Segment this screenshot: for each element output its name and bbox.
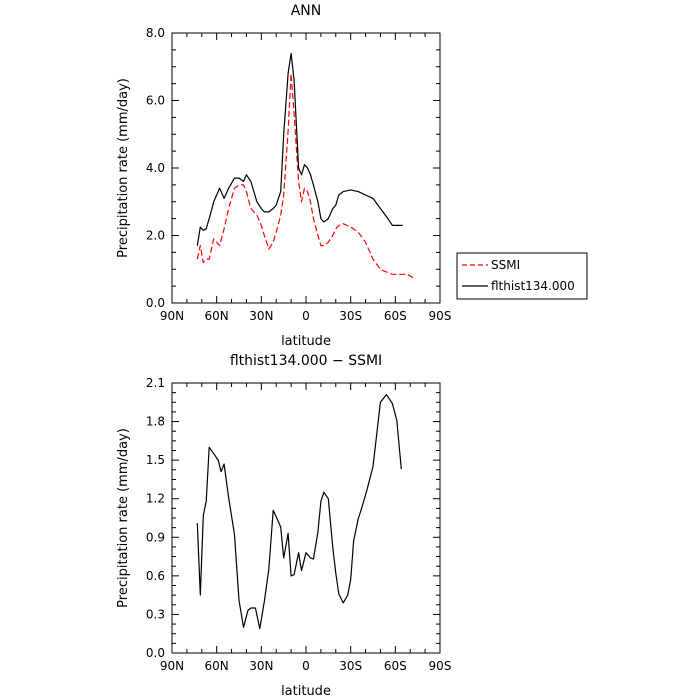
y-tick-label: 8.0 [146, 26, 165, 40]
x-tick-label: 30N [249, 659, 273, 673]
x-tick-label: 0 [302, 659, 310, 673]
y-tick-label: 0.9 [146, 530, 165, 544]
x-tick-label: 30S [339, 659, 362, 673]
x-tick-label: 90N [160, 659, 184, 673]
panel-1-x-axis-label: latitude [281, 334, 331, 349]
x-tick-label: 60S [384, 309, 407, 323]
y-tick-label: 1.5 [146, 453, 165, 467]
x-tick-label: 90S [429, 659, 452, 673]
legend-box [456, 252, 588, 300]
panel-2-y-axis-label: Precipitation rate (mm/day) [116, 428, 131, 608]
legend: SSMI flthist134.000 [456, 252, 588, 300]
panel-1-y-axis-label: Precipitation rate (mm/day) [116, 78, 131, 258]
panel-1-tick-labels: 90N 60N 30N 0 30S 60S 90S 0.0 2.0 4.0 6.0 8.0 [146, 26, 452, 323]
x-tick-label: 30N [249, 309, 273, 323]
series-line-difference [196, 394, 402, 630]
x-tick-label: 30S [339, 309, 362, 323]
panel-1-gridlines [171, 32, 441, 304]
x-tick-label: 60N [205, 659, 229, 673]
panel-2-tick-labels: 90N 60N 30N 0 30S 60S 90S 0.0 0.3 0.6 0.9 1.2 1.5 1.8… [146, 376, 452, 673]
x-tick-label: 90N [160, 309, 184, 323]
panel-2-gridlines [171, 382, 441, 654]
y-tick-label: 1.8 [146, 415, 165, 429]
series-line-ssmi [196, 72, 414, 279]
y-tick-label: 0.0 [146, 646, 165, 660]
y-tick-label: 1.2 [146, 492, 165, 506]
panel-2-x-axis-label: latitude [281, 684, 331, 699]
panel-2-series-layer [196, 394, 402, 630]
y-tick-label: 4.0 [146, 161, 165, 175]
x-tick-label: 90S [429, 309, 452, 323]
panel-2-title: flthist134.000 − SSMI [230, 353, 382, 369]
x-tick-label: 0 [302, 309, 310, 323]
panel-2-plot-frame [171, 382, 441, 654]
x-tick-label: 60N [205, 309, 229, 323]
y-tick-label: 0.6 [146, 569, 165, 583]
x-tick-label: 60S [384, 659, 407, 673]
series-line-flthist134-000 [196, 52, 403, 246]
y-tick-label: 2.1 [146, 376, 165, 390]
panel-2: flthist134.000 − SSMI 90N 60N 30N 0 30S 60S 90… [116, 353, 451, 699]
y-tick-label: 2.0 [146, 229, 165, 243]
legend-label-ssmi: SSMI [491, 258, 520, 272]
panel-1-plot-frame [171, 32, 441, 304]
y-tick-label: 0.3 [146, 607, 165, 621]
panel-1-series-layer [196, 52, 414, 279]
y-tick-label: 6.0 [146, 94, 165, 108]
y-tick-label: 0.0 [146, 296, 165, 310]
legend-label-flthist: flthist134.000 [491, 279, 575, 293]
panel-1-title: ANN [291, 3, 322, 19]
panel-1: ANN 90N 60N 30N 0 30S 60S 90S 0.0 2.0 4.0 6.0 8.0 l… [116, 3, 451, 349]
